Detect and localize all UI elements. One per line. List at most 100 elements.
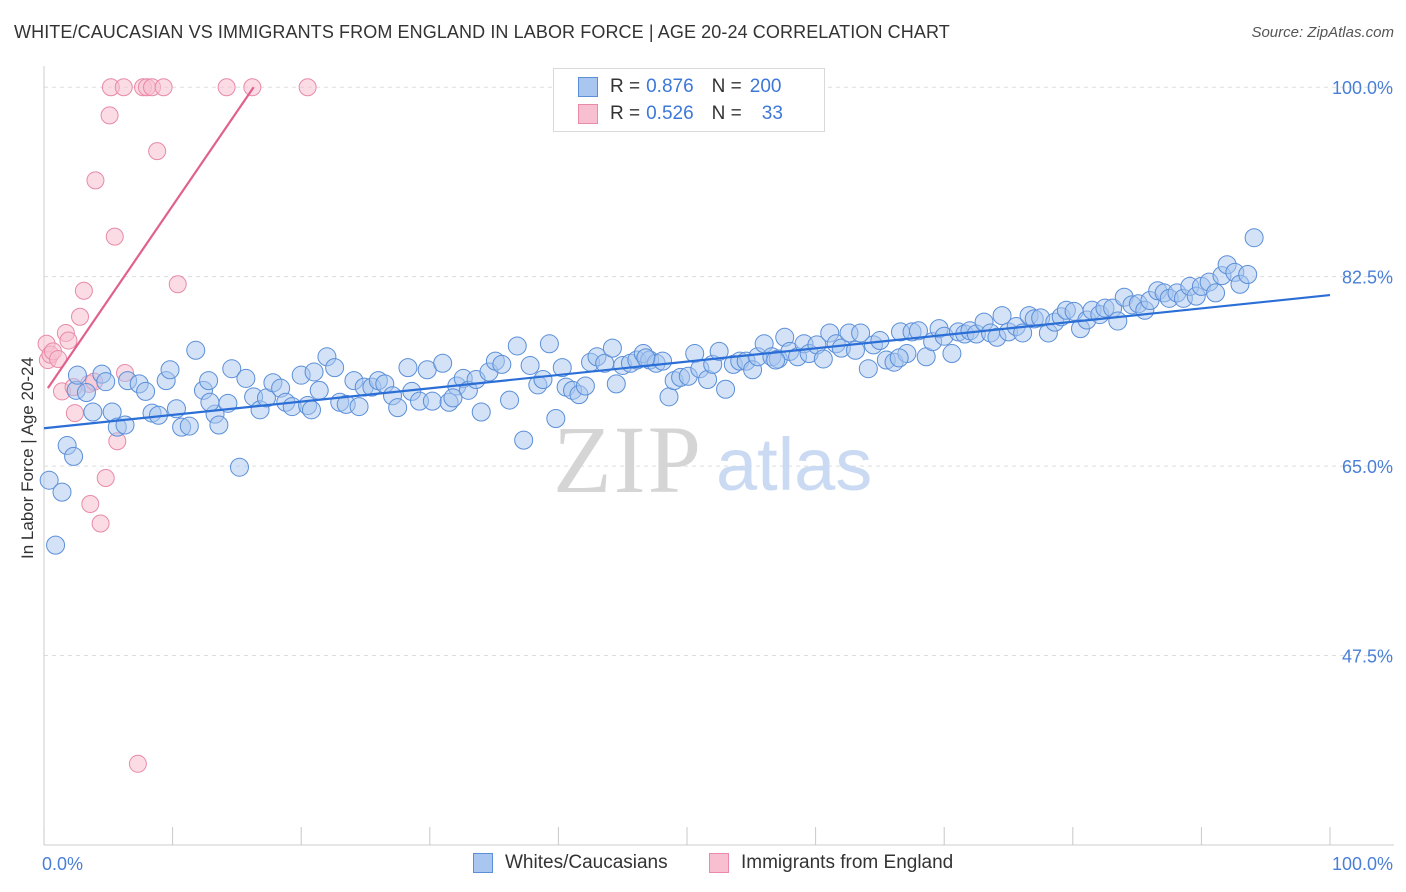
data-point-england (105, 227, 124, 246)
data-point-whites (52, 482, 72, 502)
data-point-whites (533, 370, 553, 390)
data-point-whites (514, 430, 534, 450)
data-point-england (128, 754, 147, 773)
y-tick-label: 65.0% (1342, 457, 1393, 477)
data-point-whites (471, 402, 491, 422)
data-point-england (91, 514, 110, 533)
series-legend: Whites/Caucasians Immigrants from Englan… (0, 852, 1406, 878)
data-point-whites (606, 374, 626, 394)
data-point-whites (433, 353, 453, 373)
data-point-whites (602, 338, 622, 358)
data-point-whites (39, 470, 59, 490)
legend-r-label: R = (610, 76, 641, 97)
legend-n-label: N = (711, 103, 742, 124)
data-point-whites (546, 408, 566, 428)
axes-layer (43, 66, 1394, 846)
series-legend-label: Immigrants from England (741, 852, 954, 873)
y-tick-label: 47.5% (1342, 647, 1393, 667)
data-point-england (114, 78, 133, 97)
legend-row-whites: R = 0.876 N = 200 (578, 74, 781, 100)
data-point-whites (179, 416, 199, 436)
correlation-legend: R = 0.876 N = 200 R = 0.526 N = 33 (553, 68, 825, 132)
data-point-whites (500, 390, 520, 410)
series-legend-label: Whites/Caucasians (505, 852, 668, 873)
data-point-whites (851, 323, 871, 343)
data-point-whites (520, 355, 540, 375)
data-point-whites (889, 348, 909, 368)
data-point-whites (659, 387, 679, 407)
data-point-whites (309, 380, 329, 400)
data-point-whites (422, 391, 442, 411)
data-point-whites (492, 354, 512, 374)
data-point-whites (67, 365, 87, 385)
y-axis-title: In Labor Force | Age 20-24 (18, 357, 37, 559)
watermark: ZIP atlas (553, 406, 872, 513)
data-point-whites (1238, 265, 1258, 285)
data-point-whites (388, 398, 408, 418)
legend-r-label: R = (610, 103, 641, 124)
data-point-england (65, 404, 84, 423)
trend-lines (43, 86, 1331, 430)
data-point-whites (716, 379, 736, 399)
data-point-england (168, 275, 187, 294)
y-tick-label: 100.0% (1332, 78, 1393, 98)
data-point-whites (64, 446, 84, 466)
data-point-england (217, 78, 236, 97)
series-legend-england[interactable]: Immigrants from England (709, 852, 953, 874)
data-point-england (298, 78, 317, 97)
data-point-whites (1244, 228, 1264, 248)
data-point-whites (186, 340, 206, 360)
legend-row-england: R = 0.526 N = 33 (578, 101, 783, 127)
data-point-whites (301, 400, 321, 420)
watermark-atlas: atlas (716, 423, 872, 506)
data-point-whites (304, 362, 324, 382)
data-point-whites (209, 415, 229, 435)
data-point-whites (845, 340, 865, 360)
data-point-whites (858, 359, 878, 379)
data-point-england (96, 469, 115, 488)
data-point-whites (160, 360, 180, 380)
data-point-whites (908, 321, 928, 341)
trend-line-whites (43, 293, 1331, 430)
data-point-whites (83, 402, 103, 422)
data-point-england (74, 281, 93, 300)
data-point-whites (813, 349, 833, 369)
series-legend-whites[interactable]: Whites/Caucasians (473, 852, 668, 874)
chart-title: WHITE/CAUCASIAN VS IMMIGRANTS FROM ENGLA… (14, 22, 950, 42)
series-immigrants-from-england (37, 78, 317, 773)
data-point-whites (325, 358, 345, 378)
data-point-whites (443, 388, 463, 408)
series-swatch-blue (473, 853, 493, 873)
data-point-whites (398, 358, 418, 378)
y-tick-label: 82.5% (1342, 268, 1393, 288)
data-point-whites (96, 372, 116, 392)
data-point-whites (539, 334, 559, 354)
x-tick-label: 0.0% (42, 854, 83, 874)
data-point-whites (199, 371, 219, 391)
data-point-england (148, 142, 167, 161)
legend-r-value: 0.526 (646, 103, 694, 124)
data-point-whites (76, 383, 96, 403)
data-point-whites (229, 457, 249, 477)
data-point-england (86, 171, 105, 190)
series-whites-caucasians (39, 228, 1264, 555)
data-point-whites (507, 336, 527, 356)
data-point-england (59, 331, 78, 350)
legend-swatch-pink (578, 104, 598, 124)
data-point-whites (575, 376, 595, 396)
trend-line-england (46, 86, 255, 389)
x-tick-labels: 0.0% 100.0% (42, 854, 1393, 874)
data-point-england (154, 78, 173, 97)
data-point-whites (653, 351, 673, 371)
x-tick-label: 100.0% (1332, 854, 1393, 874)
legend-swatch-blue (578, 77, 598, 97)
legend-r-value: 0.876 (646, 76, 694, 97)
data-point-whites (709, 341, 729, 361)
y-tick-labels: 100.0% 82.5% 65.0% 47.5% (1332, 78, 1393, 666)
data-point-whites (136, 381, 156, 401)
data-point-whites (236, 368, 256, 388)
data-point-whites (222, 359, 242, 379)
series-swatch-pink (709, 853, 729, 873)
data-point-whites (992, 306, 1012, 326)
